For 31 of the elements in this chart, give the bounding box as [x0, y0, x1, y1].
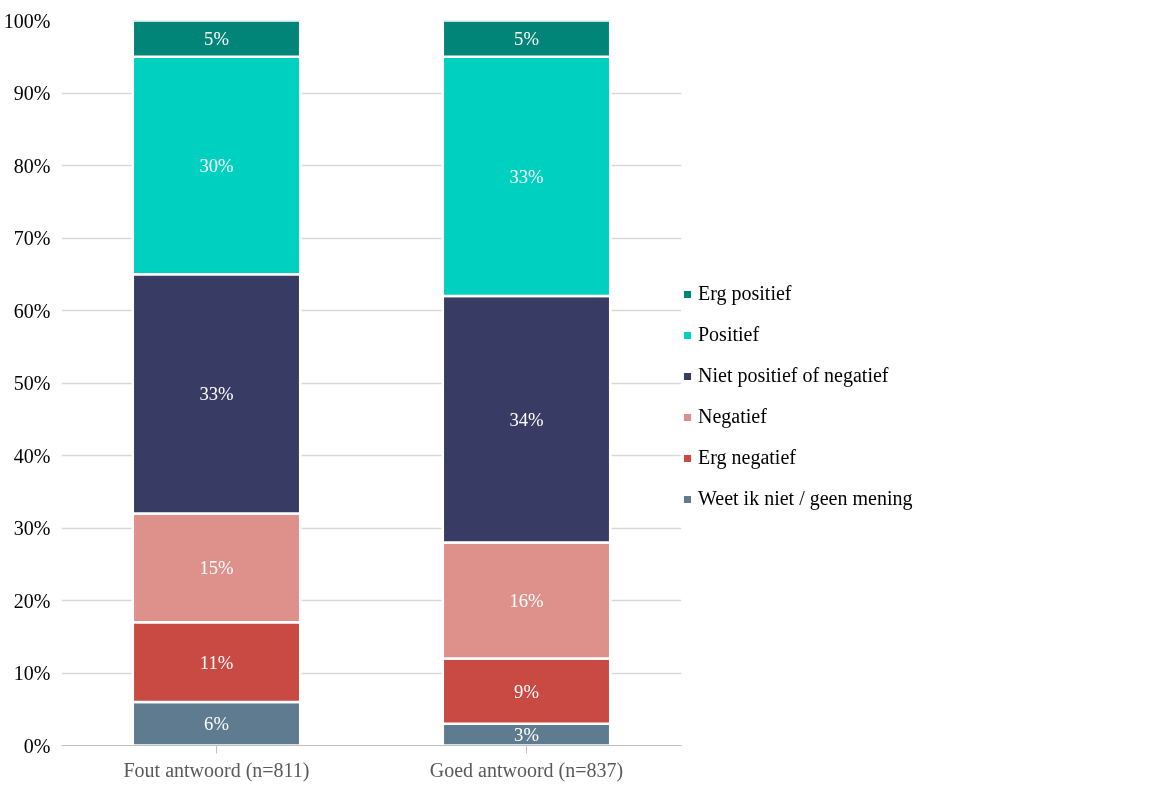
- data-label: 15%: [199, 557, 234, 579]
- legend-label: Positief: [698, 323, 760, 346]
- data-label: 34%: [509, 408, 544, 430]
- y-tick-label: 40%: [13, 444, 51, 467]
- y-tick-label: 10%: [13, 662, 51, 684]
- data-label: 3%: [514, 724, 539, 746]
- x-tick-label: Goed antwoord (n=837): [429, 758, 624, 782]
- y-tick-label: 30%: [13, 517, 51, 539]
- data-label: 6%: [204, 713, 229, 735]
- y-tick-label: 60%: [13, 299, 51, 322]
- data-label: 5%: [204, 28, 229, 50]
- legend-label: Niet positief of negatief: [698, 364, 889, 387]
- y-tick-label: 70%: [13, 227, 51, 249]
- legend-label: Erg positief: [698, 282, 792, 305]
- y-tick-label: 20%: [13, 589, 51, 612]
- y-tick-label: 80%: [13, 154, 51, 177]
- y-tick-label: 100%: [3, 9, 51, 32]
- x-tick-label: Fout antwoord (n=811): [123, 758, 310, 782]
- data-label: 9%: [514, 680, 539, 702]
- data-label: 33%: [199, 383, 234, 405]
- data-label: 11%: [199, 651, 234, 673]
- legend-label: Erg negatief: [698, 446, 796, 469]
- legend-label: Negatief: [698, 405, 767, 428]
- data-label: 5%: [514, 28, 539, 50]
- data-label: 30%: [199, 155, 234, 176]
- y-tick-label: 50%: [13, 372, 51, 394]
- y-tick-label: 90%: [13, 82, 51, 104]
- y-tick-label: 0%: [23, 734, 51, 757]
- data-label: 33%: [509, 165, 544, 187]
- legend-label: Weet ik niet / geen mening: [698, 487, 913, 510]
- data-label: 16%: [509, 590, 544, 611]
